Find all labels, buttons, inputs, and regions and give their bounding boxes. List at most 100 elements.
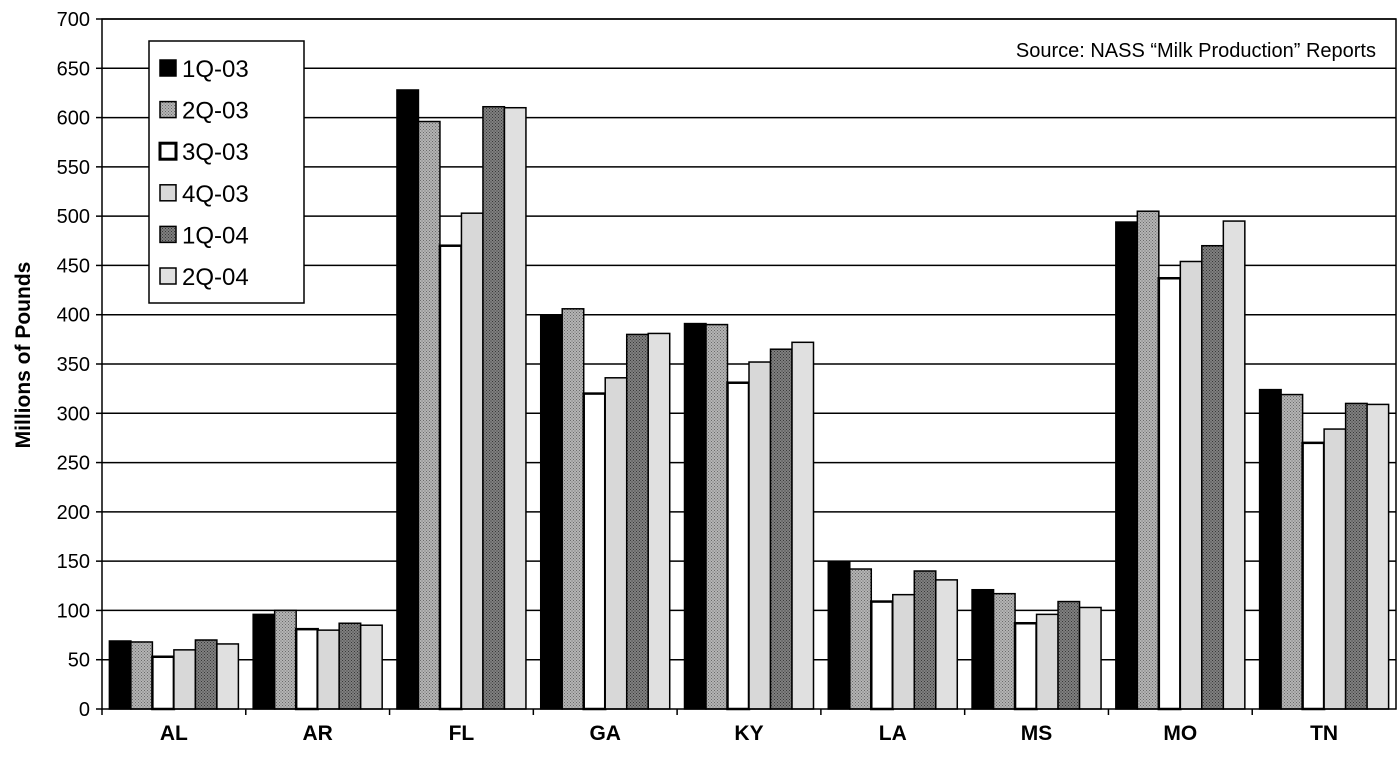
bar-al-2q-04 <box>216 643 240 710</box>
y-tick-label: 500 <box>57 206 90 228</box>
bar-al-1q-04 <box>194 639 218 710</box>
y-tick-label: 550 <box>57 157 90 179</box>
bar-mo-2q-03 <box>1136 210 1160 710</box>
bar-ar-3q-03 <box>294 627 319 711</box>
bar-la-3q-03 <box>870 600 895 711</box>
bar-ky-2q-03 <box>705 323 729 710</box>
legend-label: 2Q-04 <box>182 264 249 291</box>
bar-la-4q-03 <box>892 593 916 710</box>
y-tick-label: 150 <box>57 551 90 573</box>
y-tick-label: 50 <box>68 650 90 672</box>
bar-la-1q-04 <box>913 570 937 710</box>
source-annotation: Source: NASS “Milk Production” Reports <box>1016 40 1376 62</box>
legend-swatch <box>159 267 177 285</box>
bar-fl-2q-03 <box>417 120 441 710</box>
x-tick-label: LA <box>879 722 907 745</box>
y-tick-label: 600 <box>57 108 90 130</box>
legend: 1Q-03 2Q-03 3Q-03 4Q-03 1Q-04 2Q-04 <box>148 40 305 304</box>
x-tick-label: FL <box>449 722 475 745</box>
bar-ky-2q-04 <box>791 341 815 710</box>
x-tick-label: KY <box>734 722 763 745</box>
bar-ms-2q-04 <box>1078 606 1102 710</box>
bar-ar-1q-04 <box>338 622 362 710</box>
legend-swatch <box>159 100 177 119</box>
bars <box>108 89 1390 711</box>
bar-fl-2q-04 <box>503 106 527 710</box>
y-tick-label: 700 <box>57 9 90 31</box>
bar-mo-4q-03 <box>1179 260 1203 710</box>
bar-la-2q-04 <box>935 579 959 710</box>
y-tick-label: 300 <box>57 403 90 425</box>
y-tick-label: 200 <box>57 502 90 524</box>
bar-al-2q-03 <box>130 641 154 710</box>
x-tick-labels: AL AR FL GA KY LA MS MO TN <box>160 722 1338 745</box>
bar-ar-2q-04 <box>359 624 383 710</box>
legend-label: 4Q-03 <box>182 181 249 208</box>
legend-swatch <box>159 59 177 77</box>
bar-ga-2q-04 <box>647 332 671 710</box>
bar-fl-3q-03 <box>438 244 463 711</box>
bar-ky-3q-03 <box>726 381 751 711</box>
y-tick-label: 250 <box>57 453 90 475</box>
y-axis-label: Millions of Pounds <box>12 262 35 449</box>
bar-ms-1q-04 <box>1057 600 1081 710</box>
bar-la-1q-03 <box>827 561 851 710</box>
legend-label: 1Q-04 <box>182 222 249 249</box>
legend-swatch <box>159 184 177 202</box>
legend-label: 1Q-03 <box>182 56 249 83</box>
bar-ga-4q-03 <box>604 377 628 710</box>
bar-ms-2q-03 <box>992 592 1016 710</box>
legend-swatch <box>159 225 177 244</box>
bar-fl-1q-04 <box>482 105 506 710</box>
bar-tn-4q-03 <box>1323 428 1347 710</box>
bar-ky-4q-03 <box>748 361 772 710</box>
x-tick-label: AR <box>302 722 332 745</box>
bar-ky-1q-03 <box>683 322 707 710</box>
x-tick-label: GA <box>589 722 621 745</box>
x-tick-label: AL <box>160 722 188 745</box>
bar-ga-3q-03 <box>582 392 607 711</box>
y-tick-label: 100 <box>57 600 90 622</box>
legend-label: 3Q-03 <box>182 139 249 166</box>
bar-mo-1q-04 <box>1201 244 1225 710</box>
bar-tn-2q-04 <box>1366 403 1390 710</box>
legend-label: 2Q-03 <box>182 98 249 125</box>
bar-mo-2q-04 <box>1222 220 1246 710</box>
bar-fl-1q-03 <box>396 89 420 710</box>
bar-ar-2q-03 <box>273 609 297 710</box>
bar-tn-3q-03 <box>1301 441 1326 711</box>
x-tick-label: MO <box>1163 722 1197 745</box>
x-tick-label: TN <box>1310 722 1338 745</box>
legend-swatch <box>158 141 178 161</box>
bar-mo-3q-03 <box>1157 276 1182 711</box>
bar-la-2q-03 <box>849 568 873 710</box>
y-tick-label: 0 <box>79 699 90 721</box>
y-tick-label: 450 <box>57 255 90 277</box>
legend-box <box>148 40 305 304</box>
bar-tn-1q-04 <box>1344 402 1368 710</box>
bar-ga-2q-03 <box>561 308 585 710</box>
plot-frame <box>101 18 1397 710</box>
bar-ms-3q-03 <box>1013 621 1038 711</box>
y-tick-labels: 0 50 100 150 200 250 300 350 400 450 500 550 600 650 7… <box>57 9 90 721</box>
y-tick-label: 650 <box>57 58 90 80</box>
bar-tn-1q-03 <box>1258 388 1282 710</box>
axes <box>101 18 1397 715</box>
x-tick-label: MS <box>1021 722 1053 745</box>
bar-al-4q-03 <box>173 649 197 710</box>
bar-mo-1q-03 <box>1115 221 1139 710</box>
y-tick-label: 400 <box>57 305 90 327</box>
bar-tn-2q-03 <box>1280 393 1304 710</box>
y-tick-label: 350 <box>57 354 90 376</box>
bar-ms-1q-03 <box>971 588 995 710</box>
bar-ar-1q-03 <box>252 613 276 710</box>
bar-ky-1q-04 <box>769 348 793 710</box>
bar-al-3q-03 <box>151 655 176 711</box>
bar-ga-1q-03 <box>539 314 563 710</box>
bar-ga-1q-04 <box>625 333 649 710</box>
bar-al-1q-03 <box>108 640 132 710</box>
bar-ms-4q-03 <box>1035 613 1059 710</box>
bar-ar-4q-03 <box>316 629 340 710</box>
bar-fl-4q-03 <box>460 212 484 710</box>
